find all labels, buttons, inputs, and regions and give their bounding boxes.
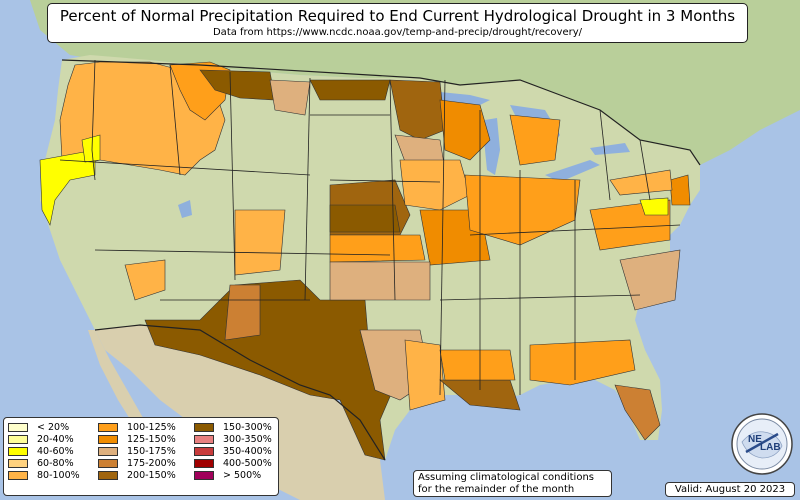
- nexlab-logo-icon: NE LAB: [731, 413, 793, 475]
- map-subtitle: Data from https://www.ncdc.noaa.gov/temp…: [212, 27, 583, 38]
- montana-north: [199, 69, 276, 101]
- us-mexico-border: [94, 324, 386, 461]
- legend-label: 60-80%: [37, 457, 74, 469]
- legend-item: 400-500%: [194, 457, 272, 469]
- co-utah-orange: [234, 209, 286, 276]
- legend-item: 60-80%: [8, 457, 80, 469]
- legend-swatch: [194, 470, 214, 480]
- legend-item: 300-350%: [194, 433, 272, 445]
- ok-light: [329, 261, 431, 301]
- legend-item: 350-400%: [194, 445, 272, 457]
- legend-label: < 20%: [37, 421, 70, 433]
- nd-brown: [309, 79, 391, 101]
- az-nv-orange: [124, 259, 166, 301]
- legend-label: 350-400%: [223, 445, 272, 457]
- lake-ontario: [590, 143, 630, 155]
- legend-item: 100-125%: [98, 421, 176, 433]
- ny-orange: [609, 169, 673, 196]
- state-borders: [59, 59, 681, 396]
- great-salt-lake: [178, 200, 192, 218]
- legend-label: 40-60%: [37, 445, 74, 457]
- legend-item: 80-100%: [8, 469, 80, 481]
- legend-item: 150-175%: [98, 445, 176, 457]
- mexico-land: [95, 325, 385, 500]
- ms-al-orange: [439, 349, 516, 381]
- legend-item: 125-150%: [98, 433, 176, 445]
- note-line-1: Assuming climatological conditions: [418, 472, 594, 483]
- ne-dark: [329, 204, 401, 233]
- se-coast: [529, 339, 636, 386]
- logo-text-ne: NE: [748, 434, 762, 445]
- legend-label: 125-150%: [127, 433, 176, 445]
- legend-swatch: [8, 446, 28, 456]
- legend-swatch: [98, 446, 118, 456]
- legend-swatch: [98, 434, 118, 444]
- assumption-note: Assuming climatological conditions for t…: [413, 470, 612, 497]
- mn-brown: [389, 79, 446, 141]
- legend-swatch: [8, 422, 28, 432]
- legend-item: 150-300%: [194, 421, 272, 433]
- legend-label: 400-500%: [223, 457, 272, 469]
- lake-erie: [545, 160, 600, 182]
- legend-label: 80-100%: [37, 469, 80, 481]
- legend-label: 175-200%: [127, 457, 176, 469]
- nj-orange: [669, 174, 691, 206]
- legend-swatch: [98, 470, 118, 480]
- ks-mix: [329, 234, 426, 263]
- logo-text-lab: LAB: [760, 442, 781, 453]
- legend-column-3: 150-300% 300-350% 350-400% 400-500% > 50…: [194, 421, 272, 481]
- legend-swatch: [8, 458, 28, 468]
- legend-swatch: [194, 458, 214, 468]
- legend-label: 150-300%: [223, 421, 272, 433]
- legend-swatch: [194, 434, 214, 444]
- legend-label: 100-125%: [127, 421, 176, 433]
- md-yellow: [639, 197, 669, 216]
- legend-label: 150-175%: [127, 445, 176, 457]
- us-canada-border: [61, 59, 701, 166]
- legend-swatch: [98, 422, 118, 432]
- legend-item: < 20%: [8, 421, 80, 433]
- map-title: Percent of Normal Precipitation Required…: [59, 7, 736, 25]
- legend-label: 200-150%: [127, 469, 176, 481]
- legend-label: > 500%: [223, 469, 262, 481]
- oregon-yellow: [81, 134, 101, 163]
- valid-date: Valid: August 20 2023: [665, 482, 795, 497]
- legend: < 20% 20-40% 40-60% 60-80% 80-100% 100-1…: [3, 417, 279, 496]
- legend-swatch: [8, 470, 28, 480]
- nm-light: [224, 284, 261, 341]
- montana-light: [269, 79, 311, 116]
- fl-brown: [614, 384, 661, 441]
- legend-swatch: [194, 422, 214, 432]
- title-box: Percent of Normal Precipitation Required…: [47, 3, 748, 43]
- legend-item: > 500%: [194, 469, 272, 481]
- legend-swatch: [98, 458, 118, 468]
- legend-swatch: [194, 446, 214, 456]
- baja: [88, 330, 150, 435]
- legend-item: 40-60%: [8, 445, 80, 457]
- legend-item: 20-40%: [8, 433, 80, 445]
- tx-orange: [404, 339, 446, 411]
- legend-column-1: < 20% 20-40% 40-60% 60-80% 80-100%: [8, 421, 80, 481]
- michigan-orange: [509, 114, 561, 166]
- legend-column-2: 100-125% 125-150% 150-175% 175-200% 200-…: [98, 421, 176, 481]
- legend-label: 20-40%: [37, 433, 74, 445]
- legend-label: 300-350%: [223, 433, 272, 445]
- legend-swatch: [8, 434, 28, 444]
- ia-orange: [399, 159, 471, 211]
- legend-item: 200-150%: [98, 469, 176, 481]
- legend-item: 175-200%: [98, 457, 176, 469]
- il-in-oh: [464, 174, 581, 246]
- note-line-2: for the remainder of the month: [418, 484, 575, 495]
